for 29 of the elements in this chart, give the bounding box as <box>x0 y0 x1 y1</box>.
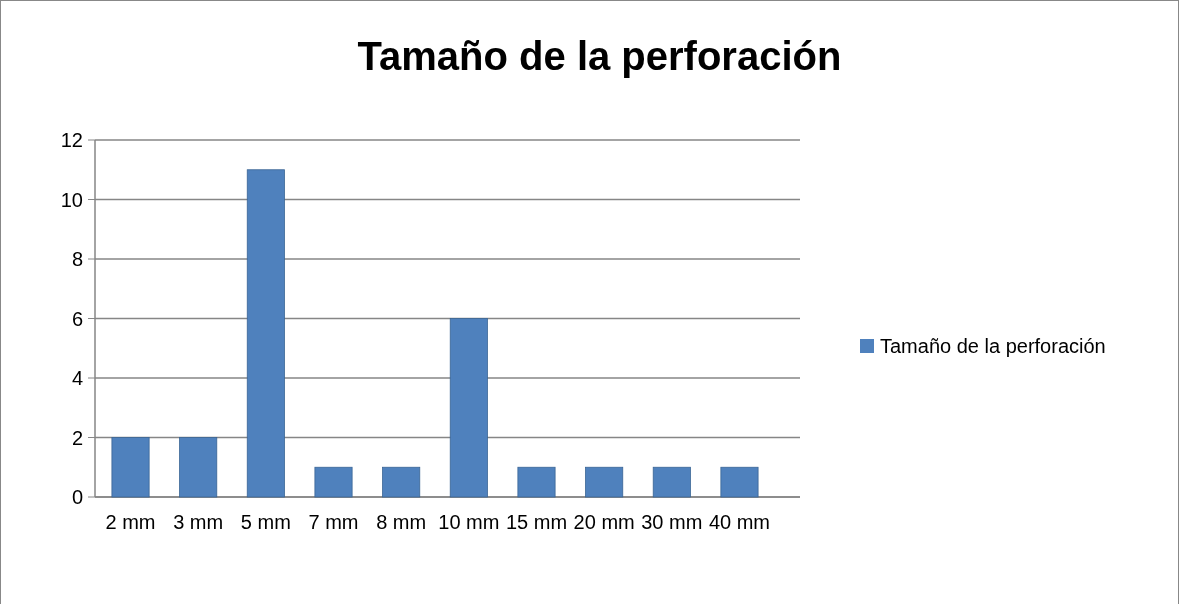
y-tick-label: 6 <box>71 307 83 330</box>
bar <box>720 466 759 498</box>
y-tick-label: 8 <box>71 248 83 270</box>
bar <box>517 466 556 498</box>
bar <box>246 169 285 498</box>
chart-title: Tamaño de la perforación <box>357 34 842 78</box>
y-tick-label: 0 <box>71 486 83 508</box>
bar <box>585 466 624 498</box>
x-tick-label: 20 mm <box>573 511 635 533</box>
x-tick-label: 8 mm <box>376 511 427 533</box>
bar <box>382 466 421 498</box>
x-tick-label: 7 mm <box>308 511 359 533</box>
bar <box>314 466 353 498</box>
bar <box>111 437 150 498</box>
x-tick-label: 10 mm <box>438 511 500 533</box>
bar <box>449 318 488 498</box>
y-tick-label: 2 <box>71 426 83 449</box>
bar <box>179 437 218 498</box>
bar <box>652 466 691 498</box>
x-tick-label: 15 mm <box>505 511 568 533</box>
y-tick-label: 4 <box>71 367 83 389</box>
x-tick-label: 2 mm <box>105 511 156 533</box>
legend-label: Tamaño de la perforación <box>880 335 1106 357</box>
x-tick-label: 5 mm <box>240 511 291 533</box>
x-tick-label: 3 mm <box>173 511 224 533</box>
x-tick-label: 40 mm <box>708 511 771 533</box>
y-tick-label: 10 <box>60 188 83 211</box>
x-tick-label: 30 mm <box>641 511 703 533</box>
y-tick-label: 12 <box>60 129 83 151</box>
